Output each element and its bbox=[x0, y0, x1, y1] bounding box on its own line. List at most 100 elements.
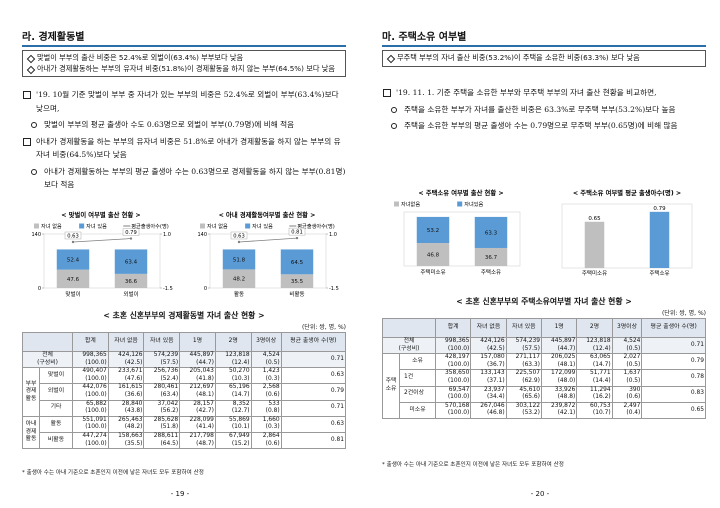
cell-share: (48.1) bbox=[557, 361, 576, 368]
row-label: 소유 bbox=[399, 353, 436, 371]
plot-area bbox=[209, 233, 327, 289]
data-row: 비활동 447,274 (100.0) 158,663 (35.5) 288,611 (64… bbox=[23, 431, 347, 450]
data-row: 1건 358,650 (100.0) 133,143 (37.1) 225,507 (62.… bbox=[383, 369, 706, 387]
cell-share: (44.7) bbox=[196, 359, 214, 366]
cell-value: 28,157 bbox=[193, 400, 214, 407]
cell-value: 67,949 bbox=[228, 432, 250, 439]
cell-share: (12.4) bbox=[592, 345, 611, 352]
cell-share: (46.8) bbox=[486, 410, 505, 417]
cell-value: 65,196 bbox=[228, 384, 250, 391]
cell-value: 225,507 bbox=[515, 370, 540, 377]
avg-point bbox=[237, 240, 241, 244]
cell-share: (15.2) bbox=[231, 440, 250, 447]
y2-tick-label: -1.5 bbox=[329, 286, 339, 292]
cell-avg: 0.79 bbox=[641, 353, 706, 371]
legend-label: 자녀있음 bbox=[464, 200, 483, 208]
paragraph: 아내가 경제활동을 하는 부부의 유자녀 비중은 51.8%로 아내가 경제활동… bbox=[22, 135, 346, 162]
row-label-main: 전체 bbox=[403, 338, 415, 344]
cell-avg: 0.81 bbox=[280, 431, 347, 450]
legend-swatch bbox=[34, 223, 39, 229]
cell-value: 50,270 bbox=[228, 368, 250, 375]
footnote: * 출생아 수는 아내 기준으로 초혼인지 이전에 낳은 자녀도 모두 포함하여… bbox=[22, 470, 204, 476]
cell-value: 2,027 bbox=[623, 354, 641, 361]
paragraphs: '19. 10월 기준 맞벌이 부부 중 자녀가 있는 부부의 비중은 52.4… bbox=[22, 88, 346, 195]
cell-value: 998,365 bbox=[444, 338, 470, 344]
row-label: 활동 bbox=[39, 415, 73, 433]
cell: 33,926 (48.8) bbox=[540, 385, 578, 403]
legend-swatch bbox=[245, 223, 251, 229]
cell-share: (51.8) bbox=[160, 424, 179, 431]
cell: 23,937 (34.4) bbox=[470, 385, 507, 403]
cell-share: (43.8) bbox=[124, 408, 143, 415]
cell-avg: 0.78 bbox=[641, 369, 706, 387]
chart-title: < 주택소유 여부별 출산 현황 > bbox=[418, 188, 503, 197]
group-label: 주택 소유 bbox=[382, 353, 400, 419]
cell-share: (0.3) bbox=[265, 375, 280, 382]
charts: < 주택소유 여부별 출산 현황 > 자녀없음 자녀있음 주택미소유 46.8 53.2 주… bbox=[382, 188, 706, 280]
cell: 1,660 (0.3) bbox=[250, 415, 282, 433]
bar-value-label: 36.6 bbox=[125, 279, 138, 285]
section-title: 마. 주택소유 여부별 bbox=[382, 28, 706, 47]
y2-tick-label: 1.0 bbox=[329, 232, 337, 238]
cell: 2,027 (0.5) bbox=[611, 353, 643, 371]
cell-avg: 0.71 bbox=[280, 350, 347, 369]
summary-item: 아내가 경제활동하는 부부의 유자녀 비중(51.8%)이 경제활동을 하지 않… bbox=[27, 64, 341, 75]
header-corner bbox=[382, 318, 436, 338]
table-title: < 초혼 신혼부부의 주택소유여부별 자녀 출산 현황 > bbox=[456, 297, 632, 306]
cell-value: 205,043 bbox=[189, 368, 214, 375]
bar-value-label: 63.3 bbox=[485, 230, 498, 236]
cell-share: (100.0) bbox=[85, 359, 107, 366]
cell-share: (57.5) bbox=[160, 359, 179, 366]
legend-label: 자녀 없음 bbox=[41, 222, 62, 230]
cell-avg: 0.63 bbox=[280, 367, 347, 385]
row-label: 전체 (구성비) bbox=[22, 350, 73, 369]
cell-value: 574,239 bbox=[153, 352, 179, 358]
bar-value-label: 63.4 bbox=[125, 260, 138, 266]
plot-area bbox=[403, 211, 521, 267]
total-row: 전체 (구성비) 998,365 (100.0) 424,126 (42.5) 574,23… bbox=[22, 350, 347, 369]
cell: 533 (0.8) bbox=[250, 399, 282, 417]
cell: 51,771 (14.4) bbox=[576, 369, 613, 387]
plot-area bbox=[43, 233, 161, 289]
paragraph: 주택을 소유한 부부의 평균 출생아 수는 0.79명으로 무주택 부부(0.6… bbox=[382, 119, 706, 133]
bar-value-label: 51.8 bbox=[233, 257, 246, 263]
cell-share: (48.0) bbox=[557, 377, 576, 384]
cell: 50,270 (10.3) bbox=[214, 367, 252, 385]
cell-value: 51,771 bbox=[590, 370, 611, 377]
cell: 8,352 (12.7) bbox=[214, 399, 252, 417]
total-row: 전체 (구성비) 998,365 (100.0) 424,126 (42.5) 574,23… bbox=[382, 336, 706, 355]
cell-value: 570,168 bbox=[444, 402, 470, 409]
header-row: 합계 자녀 없음 자녀 있음 1명 2명 3명이상 평균 출생아 수(명) bbox=[382, 318, 706, 338]
cell-value: 206,025 bbox=[550, 354, 576, 361]
cell-value: 288,611 bbox=[153, 432, 179, 439]
cell-value: 285,628 bbox=[153, 416, 179, 423]
cell: 63,065 (14.7) bbox=[576, 353, 613, 371]
chart: < 주택소유 여부별 평균 출생아수(명) > 0.65 주택미소유 0.79 주택소유 bbox=[561, 188, 693, 277]
cell-value: 158,663 bbox=[118, 432, 143, 439]
cell-share: (53.2) bbox=[522, 410, 540, 417]
cell: 172,099 (48.0) bbox=[540, 369, 578, 387]
cell-value: 265,463 bbox=[118, 416, 143, 423]
cell-avg: 0.83 bbox=[641, 385, 706, 403]
bar-segment bbox=[222, 249, 256, 270]
cell: 445,897 (44.7) bbox=[179, 350, 216, 369]
cell: 158,663 (35.5) bbox=[107, 431, 145, 450]
cell-share: (42.5) bbox=[124, 359, 143, 366]
cell: 37,042 (56.2) bbox=[143, 399, 181, 417]
cell-value: 2,497 bbox=[623, 402, 641, 409]
cell: 123,818 (12.4) bbox=[214, 350, 252, 369]
page: 라. 경제활동별 맞벌이 부부의 출산 비중은 52.4%로 외벌이(63.4%)… bbox=[0, 0, 360, 508]
data-row: 2건이상 69,547 (100.0) 23,937 (34.4) 45,610 (65.6… bbox=[383, 385, 706, 403]
header-cell: 자녀 없음 bbox=[107, 332, 145, 352]
cell-value: 256,736 bbox=[153, 368, 179, 375]
x-tick-label: 외벌이 bbox=[123, 290, 138, 298]
bar-value-label: 53.2 bbox=[427, 228, 439, 234]
cell: 998,365 (100.0) bbox=[72, 350, 109, 369]
cell-value: 445,897 bbox=[550, 338, 576, 344]
cell: 390 (0.6) bbox=[611, 385, 643, 403]
cell-share: (0.3) bbox=[265, 424, 280, 431]
paragraph: 아내가 경제활동하는 부부의 평균 출생아 수는 0.63명으로 경제활동을 하… bbox=[22, 165, 346, 192]
page-number: - 20 - bbox=[530, 490, 550, 498]
cell-value: 447,274 bbox=[82, 432, 107, 439]
cell-value: 123,818 bbox=[225, 352, 250, 358]
